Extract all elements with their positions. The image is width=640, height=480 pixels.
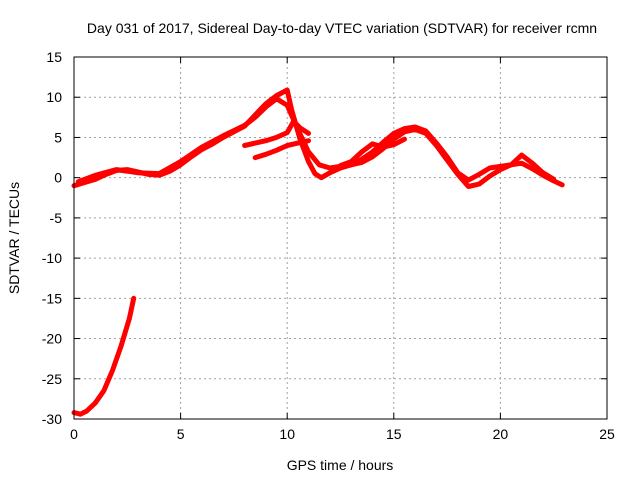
- y-tick-label: -20: [42, 331, 62, 347]
- x-tick-label: 20: [493, 426, 509, 442]
- chart-title: Day 031 of 2017, Sidereal Day-to-day VTE…: [87, 20, 597, 36]
- x-tick-label: 0: [70, 426, 78, 442]
- y-tick-label: 10: [46, 89, 62, 105]
- grid: [74, 57, 607, 419]
- y-tick-label: 5: [54, 129, 62, 145]
- x-tick-label: 15: [386, 426, 402, 442]
- y-tick-label: -5: [50, 210, 63, 226]
- x-axis-label: GPS time / hours: [287, 457, 394, 473]
- series-line-track-b: [75, 96, 557, 185]
- series-line-track-c: [242, 118, 311, 148]
- y-tick-label: -30: [42, 411, 62, 427]
- y-tick-label: 15: [46, 49, 62, 65]
- x-tick-label: 5: [177, 426, 185, 442]
- y-tick-label: 0: [54, 170, 62, 186]
- y-tick-label: -25: [42, 371, 62, 387]
- axis-ticks: [73, 56, 608, 420]
- y-tick-labels: -30 -25 -20 -15 -10 -5 0 5 10 15: [42, 49, 62, 427]
- x-tick-label: 25: [599, 426, 615, 442]
- plot-frame: [73, 56, 608, 420]
- x-tick-label: 10: [279, 426, 295, 442]
- series-line-track-f: [71, 295, 137, 417]
- series-line-track-e: [338, 136, 407, 169]
- y-tick-label: -15: [42, 290, 62, 306]
- series-line-track-d: [252, 138, 311, 161]
- x-tick-labels: 0 5 10 15 20 25: [70, 426, 615, 442]
- y-axis-label: SDTVAR / TECUs: [6, 182, 22, 294]
- series-layer: [71, 87, 565, 417]
- y-tick-label: -10: [42, 250, 62, 266]
